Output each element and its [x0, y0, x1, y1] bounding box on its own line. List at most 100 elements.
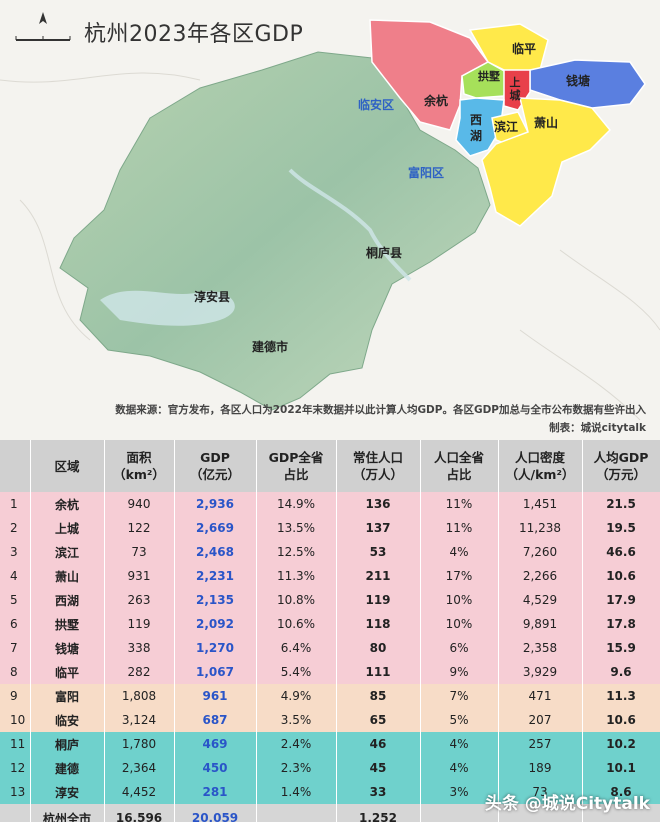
gdp-table: 区域 面积 （km²） GDP （亿元） GDP全省 占比 常住人口 （万人） 人口全省 … — [0, 440, 660, 822]
cell-gdp: 2,669 — [174, 516, 257, 540]
cell-region: 淳安 — [30, 780, 105, 804]
cell-area: 2,364 — [104, 756, 175, 780]
gdp-table-section: 区域 面积 （km²） GDP （亿元） GDP全省 占比 常住人口 （万人） 人口全省 … — [0, 440, 660, 822]
cell-population: 118 — [336, 612, 421, 636]
watermark: 头条 @城说Citytalk — [484, 794, 650, 814]
cell-region: 拱墅 — [30, 612, 105, 636]
cell-pop-share: 11% — [420, 492, 499, 516]
cell-region: 滨江 — [30, 540, 105, 564]
cell-pop-share: 3% — [420, 780, 499, 804]
cell-area: 338 — [104, 636, 175, 660]
header-per-capita-gdp: 人均GDP （万元） — [582, 440, 660, 492]
cell-index: 8 — [0, 660, 31, 684]
cell-pop-share: 17% — [420, 564, 499, 588]
cell-population: 53 — [336, 540, 421, 564]
cell-gdp: 2,092 — [174, 612, 257, 636]
qiandao-lake — [100, 290, 235, 326]
cell-area: 931 — [104, 564, 175, 588]
header-density: 人口密度 （人/km²） — [498, 440, 583, 492]
cell-index: 3 — [0, 540, 31, 564]
cell-area: 282 — [104, 660, 175, 684]
total-cell-gdp: 20,059 — [174, 804, 257, 822]
cell-index: 6 — [0, 612, 31, 636]
table-row: 13 淳安 4,452 281 1.4% 33 3% 73 8.6 — [0, 780, 660, 804]
cell-density: 471 — [498, 684, 583, 708]
cell-gdp-share: 3.5% — [256, 708, 337, 732]
cell-pop-share: 6% — [420, 636, 499, 660]
cell-density: 257 — [498, 732, 583, 756]
cell-pop-share: 4% — [420, 540, 499, 564]
cell-gdp: 1,270 — [174, 636, 257, 660]
map-title: 杭州2023年各区GDP — [84, 22, 304, 47]
cell-region: 西湖 — [30, 588, 105, 612]
cell-area: 940 — [104, 492, 175, 516]
label-yuhang: 余杭 — [424, 94, 449, 108]
cell-population: 137 — [336, 516, 421, 540]
cell-per-capita-gdp: 8.6 — [582, 780, 660, 804]
cell-region: 萧山 — [30, 564, 105, 588]
cell-population: 85 — [336, 684, 421, 708]
cell-area: 4,452 — [104, 780, 175, 804]
cell-per-capita-gdp: 10.2 — [582, 732, 660, 756]
cell-area: 3,124 — [104, 708, 175, 732]
cell-density: 7,260 — [498, 540, 583, 564]
total-cell-area: 16,596 — [104, 804, 175, 822]
cell-index: 7 — [0, 636, 31, 660]
north-arrow-scale-icon — [15, 12, 71, 41]
cell-population: 46 — [336, 732, 421, 756]
cell-population: 80 — [336, 636, 421, 660]
cell-index: 12 — [0, 756, 31, 780]
cell-gdp: 469 — [174, 732, 257, 756]
table-total-row: 杭州全市 16,596 20,059 1,252 — [0, 804, 660, 822]
cell-per-capita-gdp: 46.6 — [582, 540, 660, 564]
cell-area: 1,780 — [104, 732, 175, 756]
cell-gdp: 687 — [174, 708, 257, 732]
cell-index: 9 — [0, 684, 31, 708]
cell-per-capita-gdp: 19.5 — [582, 516, 660, 540]
cell-per-capita-gdp: 15.9 — [582, 636, 660, 660]
cell-density: 11,238 — [498, 516, 583, 540]
header-pop-share: 人口全省 占比 — [420, 440, 499, 492]
label-gongshu: 拱墅 — [478, 70, 500, 83]
cell-per-capita-gdp: 10.6 — [582, 708, 660, 732]
cell-gdp-share: 10.6% — [256, 612, 337, 636]
district-xihu — [455, 97, 505, 157]
cell-gdp: 281 — [174, 780, 257, 804]
total-cell-per-capita-gdp — [582, 804, 660, 822]
cell-gdp-share: 14.9% — [256, 492, 337, 516]
cell-region: 临平 — [30, 660, 105, 684]
label-fuyang: 富阳区 — [408, 166, 445, 180]
data-source-note: 数据来源：官方发布，各区人口为2022年末数据并以此计算人均GDP。各区GDP加… — [115, 404, 646, 416]
cell-gdp-share: 11.3% — [256, 564, 337, 588]
label-binjiang: 滨江 — [494, 120, 519, 134]
total-cell-population: 1,252 — [336, 804, 421, 822]
label-chunan: 淳安县 — [194, 290, 231, 304]
cell-population: 45 — [336, 756, 421, 780]
cell-area: 119 — [104, 612, 175, 636]
cell-pop-share: 4% — [420, 756, 499, 780]
cell-gdp: 2,231 — [174, 564, 257, 588]
cell-pop-share: 10% — [420, 588, 499, 612]
cell-index: 11 — [0, 732, 31, 756]
cell-gdp-share: 6.4% — [256, 636, 337, 660]
cell-region: 余杭 — [30, 492, 105, 516]
total-cell-region: 杭州全市 — [30, 804, 105, 822]
table-row: 5 西湖 263 2,135 10.8% 119 10% 4,529 17.9 — [0, 588, 660, 612]
cell-index: 5 — [0, 588, 31, 612]
cell-region: 钱塘 — [30, 636, 105, 660]
cell-gdp-share: 2.4% — [256, 732, 337, 756]
label-linan: 临安区 — [358, 98, 395, 112]
cell-density: 1,451 — [498, 492, 583, 516]
cell-index: 1 — [0, 492, 31, 516]
table-row: 3 滨江 73 2,468 12.5% 53 4% 7,260 46.6 — [0, 540, 660, 564]
cell-area: 1,808 — [104, 684, 175, 708]
cell-per-capita-gdp: 10.6 — [582, 564, 660, 588]
label-xiaoshan: 萧山 — [534, 116, 559, 130]
cell-per-capita-gdp: 17.9 — [582, 588, 660, 612]
cell-per-capita-gdp: 17.8 — [582, 612, 660, 636]
table-header-row: 区域 面积 （km²） GDP （亿元） GDP全省 占比 常住人口 （万人） 人口全省 … — [0, 440, 660, 492]
cell-per-capita-gdp: 9.6 — [582, 660, 660, 684]
label-shangcheng: 上城 — [509, 76, 521, 102]
label-qiantang: 钱塘 — [566, 74, 591, 88]
cell-gdp: 450 — [174, 756, 257, 780]
